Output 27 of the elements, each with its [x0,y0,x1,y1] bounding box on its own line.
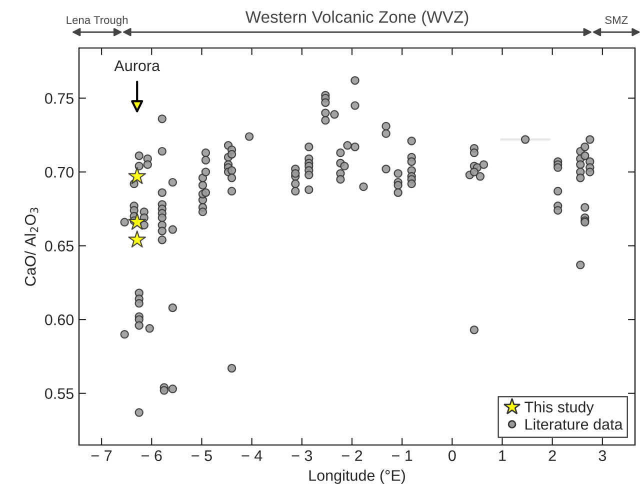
x-tick-label: 2 [548,450,556,461]
y-tick-label: 0.55 [45,388,74,400]
y-axis-title: CaO/ Al$_{2}$O$_{3}$ [24,208,38,286]
legend-label: This study [524,401,594,416]
point [128,230,146,248]
x-tick-label: − 5 [192,450,212,462]
point [128,167,146,184]
y-tick-label: 0.70 [45,166,74,178]
x-tick-label: − 6 [142,450,162,462]
x-tick-label: − 7 [91,450,112,461]
y-tick-label: 0.60 [45,314,74,326]
y-tick-label: 0.75 [45,93,74,104]
x-tick-label: 1 [499,450,506,461]
text: Lena Trough [66,16,128,26]
x-tick-label: − 1 [392,450,412,461]
text: SMZ [605,16,628,24]
x-axis-title: Longitude (°E) [309,470,405,484]
text: Western Volcanic Zone (WVZ) [245,10,468,26]
x-tick-label: 3 [598,450,606,462]
x-tick-label: 0 [448,450,456,462]
x-tick-label: − 2 [342,450,362,461]
point [128,212,146,230]
x-tick-label: − 4 [242,450,262,461]
x-tick-label: − 3 [292,450,312,462]
annotation: Aurora [114,60,160,72]
legend-label: Literature data [526,418,623,430]
y-tick-label: 0.65 [45,240,74,252]
